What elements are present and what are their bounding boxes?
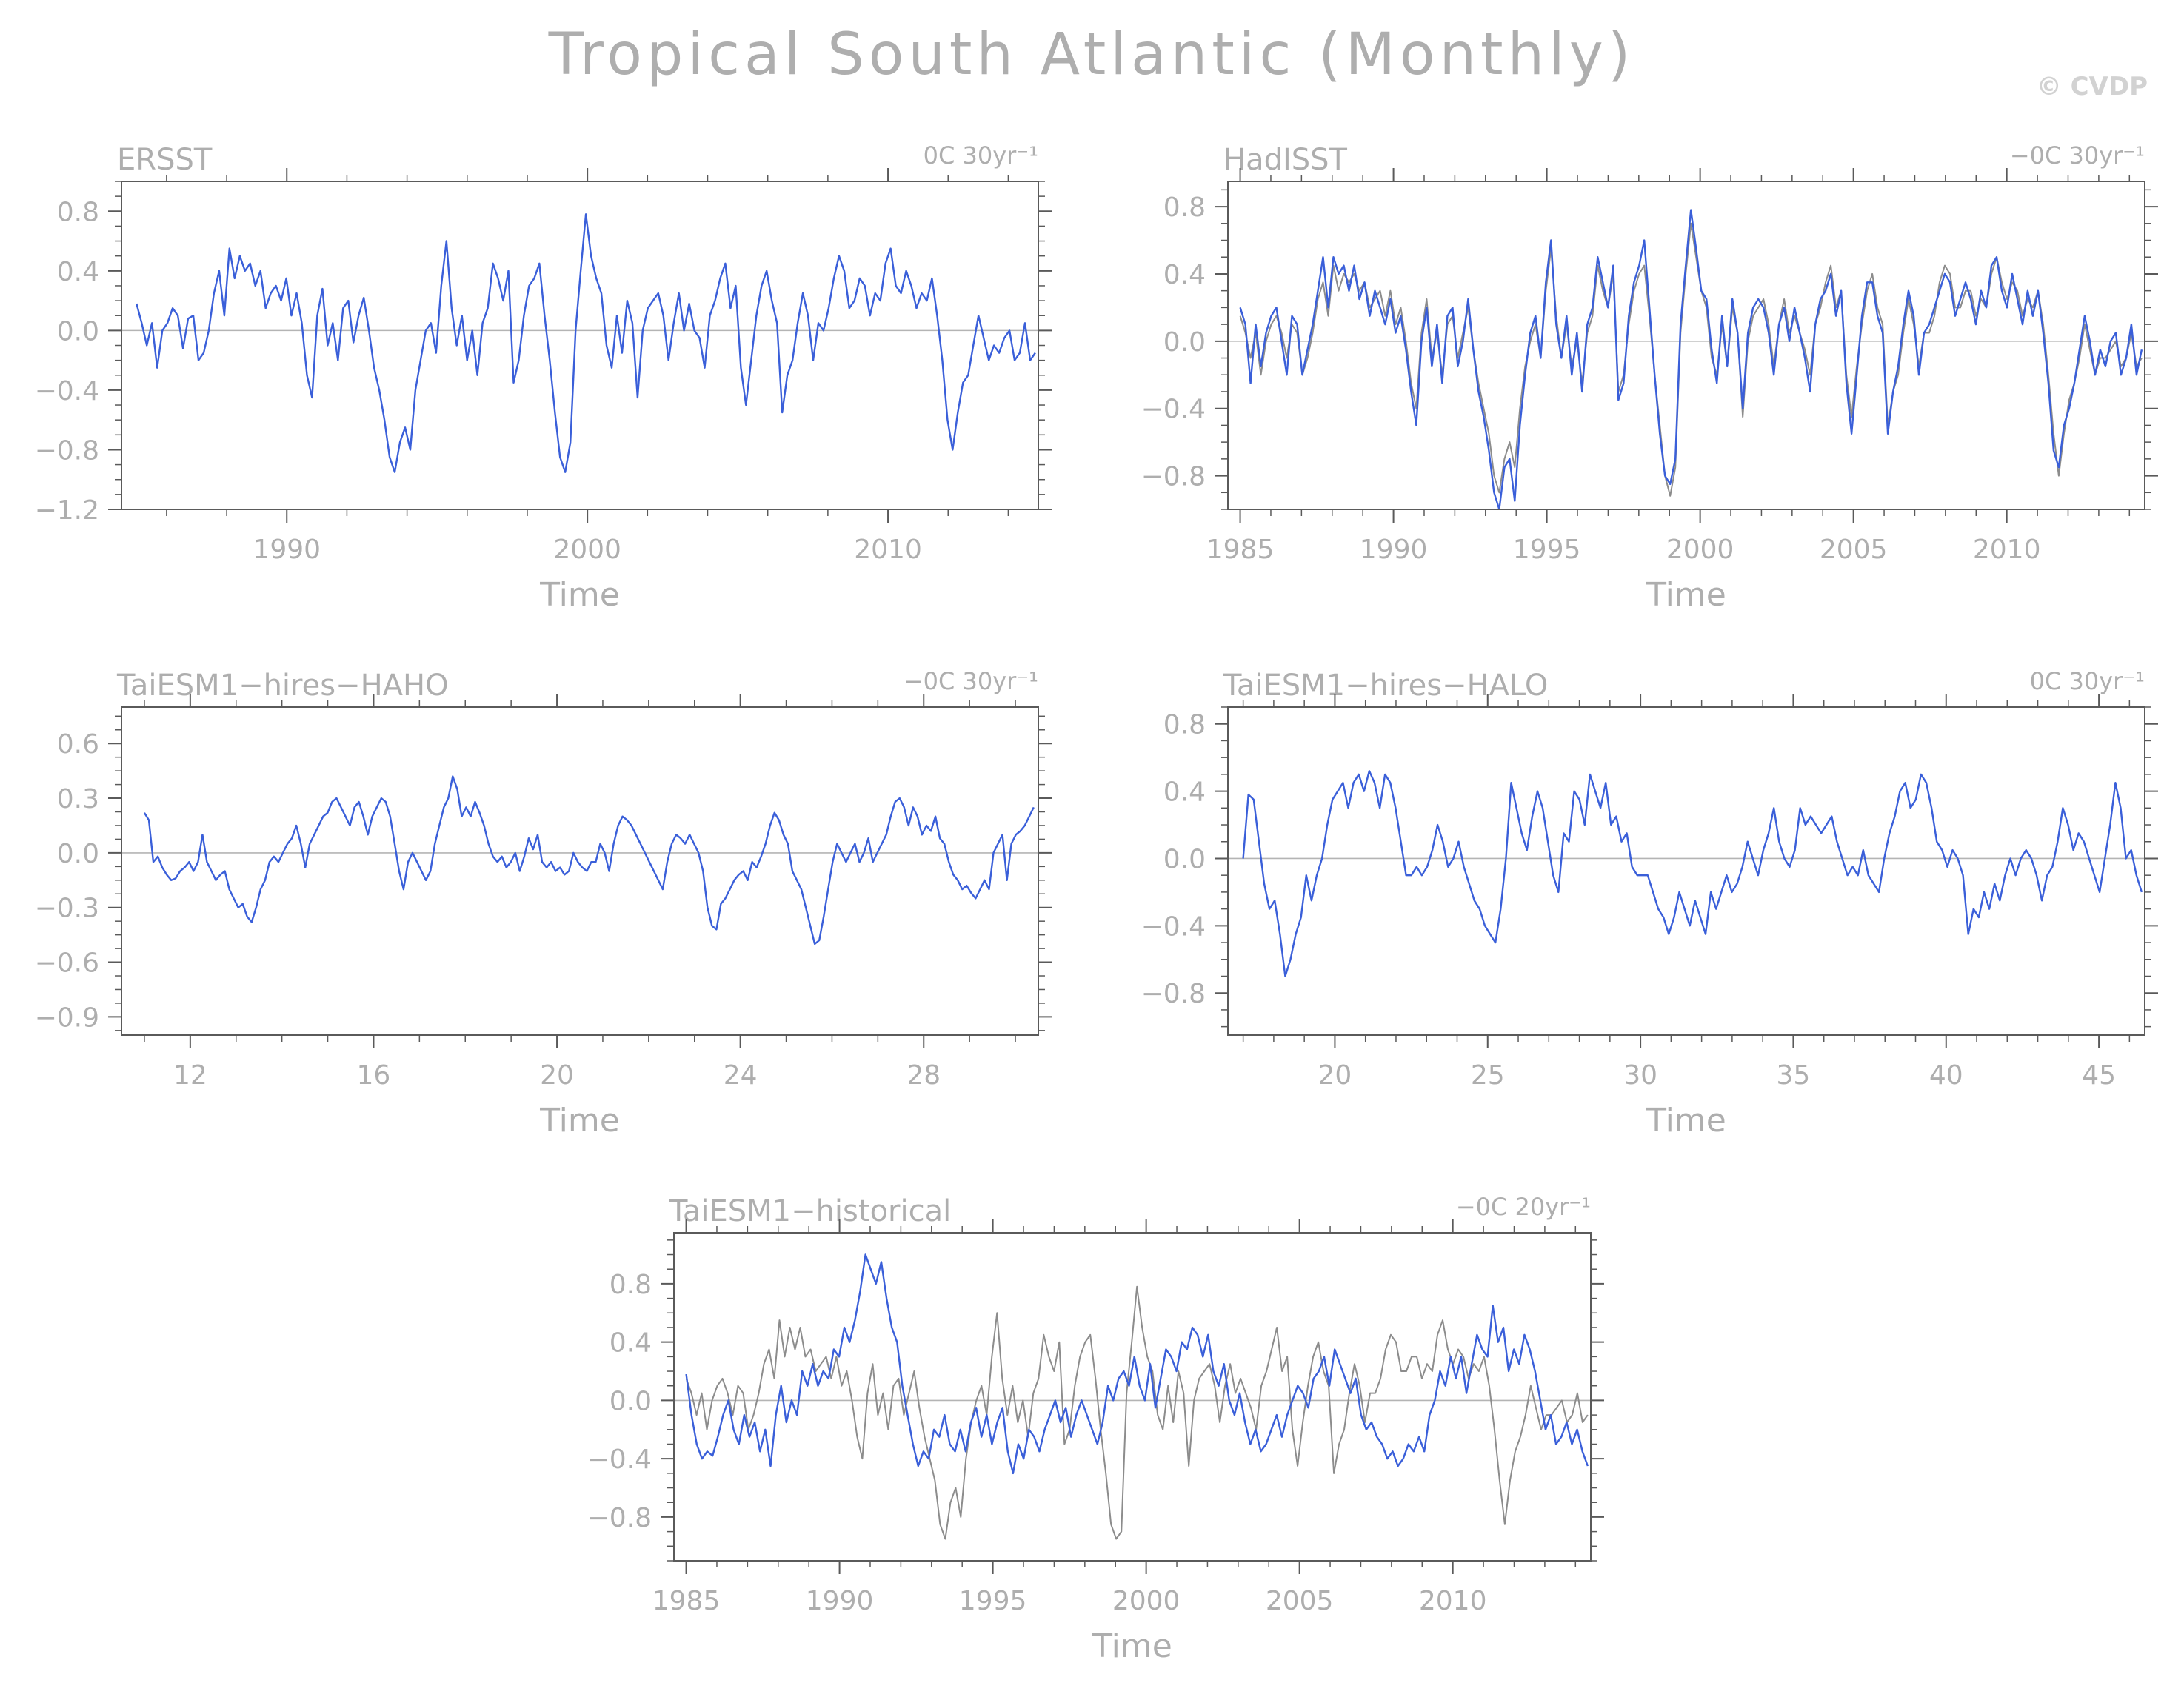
panel-title: ERSST	[117, 143, 213, 177]
y-tick-label: 0.4	[1163, 260, 1206, 290]
series-line-model	[1242, 770, 2143, 977]
x-tick-label: 1990	[1360, 535, 1428, 565]
x-tick-label: 2010	[1419, 1586, 1487, 1616]
trend-label: 0C 30yr⁻¹	[2030, 667, 2145, 695]
plot-frame	[121, 181, 1039, 510]
trend-label: −0C 20yr⁻¹	[1456, 1193, 1591, 1221]
panel-hadisst: HadISST −0C 30yr⁻¹ 1985 1990 1995 2000 2005 201…	[1141, 141, 2158, 614]
plot-frame	[1227, 181, 2145, 510]
panel-ersst: ERSST 0C 30yr⁻¹ 1990 2000 2010 −1.2 −0.8 −0.4 0.…	[35, 141, 1052, 614]
y-tick-label: −0.3	[35, 894, 99, 924]
x-axis-label: Time	[1646, 576, 1726, 614]
y-tick-label: −0.6	[35, 948, 99, 979]
y-tick-label: 0.4	[610, 1328, 652, 1359]
x-tick-label: 2000	[553, 535, 621, 565]
y-tick-label: −0.4	[1141, 395, 1206, 425]
y-tick-label: −0.8	[35, 435, 99, 466]
series-line-model	[143, 775, 1035, 945]
y-tick-label: −0.4	[587, 1445, 652, 1475]
y-tick-label: −1.2	[35, 495, 99, 526]
x-axis-label: Time	[539, 576, 620, 614]
y-tick-label: 0.8	[1163, 710, 1206, 740]
panel-title: TaiESM1−hires−HAHO	[116, 669, 449, 703]
series-line-model	[1239, 209, 2143, 509]
y-tick-label: 0.0	[57, 316, 99, 347]
credit-label: © CVDP	[2037, 72, 2148, 101]
y-tick-label: 0.8	[1163, 193, 1206, 223]
trend-label: −0C 30yr⁻¹	[904, 667, 1038, 695]
x-tick-label: 20	[540, 1060, 574, 1091]
panels: ERSST 0C 30yr⁻¹ 1990 2000 2010 −1.2 −0.8 −0.4 0.…	[35, 141, 2158, 1665]
y-tick-label: 0.0	[610, 1386, 652, 1416]
y-tick-label: 0.6	[57, 729, 99, 760]
y-tick-label: 0.4	[1163, 777, 1206, 808]
x-tick-label: 25	[1471, 1060, 1505, 1091]
x-tick-label: 2000	[1666, 535, 1734, 565]
x-tick-label: 30	[1623, 1060, 1657, 1091]
y-tick-label: 0.8	[57, 197, 99, 227]
trend-label: 0C 30yr⁻¹	[924, 141, 1038, 170]
plot-frame	[1227, 706, 2145, 1036]
x-tick-label: 12	[173, 1060, 207, 1091]
x-tick-label: 35	[1777, 1060, 1811, 1091]
x-tick-label: 28	[906, 1060, 941, 1091]
y-tick-label: −0.4	[35, 376, 99, 406]
panel-title: TaiESM1−hires−HALO	[1223, 669, 1548, 703]
panel-title: TaiESM1−historical	[669, 1194, 951, 1228]
y-tick-label: −0.8	[1141, 979, 1206, 1009]
series-line-model	[685, 1253, 1589, 1475]
y-tick-label: −0.4	[1141, 911, 1206, 942]
y-tick-label: −0.9	[35, 1003, 99, 1033]
x-tick-label: 1990	[806, 1586, 874, 1616]
x-axis-label: Time	[1646, 1102, 1726, 1139]
panel-hires-haho: TaiESM1−hires−HAHO −0C 30yr⁻¹ 12 16 20 24 28 −0…	[35, 667, 1052, 1139]
y-tick-label: 0.0	[1163, 844, 1206, 874]
x-tick-label: 2005	[1820, 535, 1888, 565]
panel-historical: TaiESM1−historical −0C 20yr⁻¹ 1985 1990 1995…	[587, 1193, 1604, 1665]
y-tick-label: 0.8	[610, 1270, 652, 1300]
x-tick-label: 1995	[1513, 535, 1581, 565]
y-tick-label: 0.0	[1163, 327, 1206, 358]
x-tick-label: 2010	[1973, 535, 2041, 565]
y-tick-label: 0.3	[57, 784, 99, 814]
series-line-observed	[685, 1285, 1589, 1540]
y-tick-label: 0.0	[57, 839, 99, 869]
series-line-observed	[1239, 222, 2143, 497]
x-tick-label: 1995	[959, 1586, 1027, 1616]
x-tick-label: 2005	[1266, 1586, 1334, 1616]
x-tick-label: 24	[724, 1060, 758, 1091]
x-axis-label: Time	[539, 1102, 620, 1139]
series-line-model	[136, 213, 1036, 473]
x-tick-label: 2010	[854, 535, 922, 565]
y-tick-label: −0.8	[587, 1503, 652, 1533]
plot-frame	[673, 1232, 1592, 1562]
y-tick-label: −0.8	[1141, 462, 1206, 492]
x-tick-label: 45	[2082, 1060, 2116, 1091]
x-tick-label: 20	[1318, 1060, 1352, 1091]
trend-label: −0C 30yr⁻¹	[2010, 141, 2145, 170]
panel-title: HadISST	[1223, 143, 1348, 177]
plot-frame	[121, 706, 1039, 1036]
x-axis-label: Time	[1092, 1627, 1172, 1665]
x-tick-label: 1985	[1206, 535, 1275, 565]
x-tick-label: 16	[357, 1060, 391, 1091]
y-tick-label: 0.4	[57, 257, 99, 287]
x-tick-label: 1985	[652, 1586, 721, 1616]
x-tick-label: 2000	[1112, 1586, 1181, 1616]
x-tick-label: 40	[1929, 1060, 1963, 1091]
x-tick-label: 1990	[253, 535, 321, 565]
figure-title: Tropical South Atlantic (Monthly)	[548, 21, 1635, 88]
panel-hires-halo: TaiESM1−hires−HALO 0C 30yr⁻¹ 20 25 30 35 40 45 −…	[1141, 667, 2158, 1139]
